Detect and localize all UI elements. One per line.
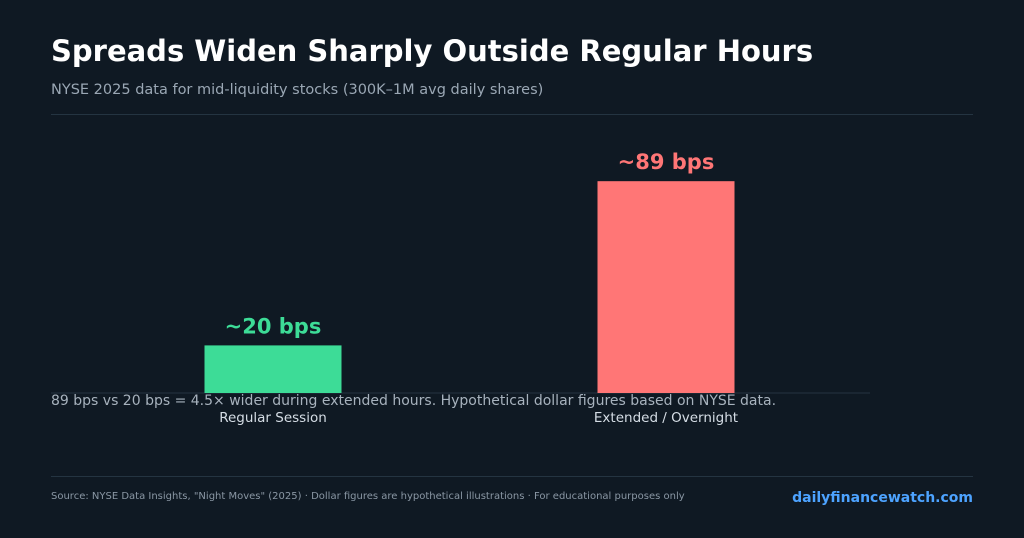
brand-link[interactable]: dailyfinancewatch.com [792, 490, 973, 506]
data-label-0: ~20 bps [225, 314, 322, 338]
chart-title: Spreads Widen Sharply Outside Regular Ho… [51, 34, 814, 68]
header-divider [51, 114, 973, 115]
footer-divider [51, 476, 973, 477]
source-text: Source: NYSE Data Insights, "Night Moves… [51, 491, 685, 502]
comparison-note: 89 bps vs 20 bps = 4.5× wider during ext… [51, 393, 777, 409]
bar-0 [204, 345, 342, 393]
category-label-1: Extended / Overnight [594, 410, 738, 426]
bar-1 [597, 181, 735, 393]
category-label-0: Regular Session [219, 410, 327, 426]
chart-subtitle: NYSE 2025 data for mid-liquidity stocks … [51, 82, 544, 98]
data-label-1: ~89 bps [618, 150, 715, 174]
